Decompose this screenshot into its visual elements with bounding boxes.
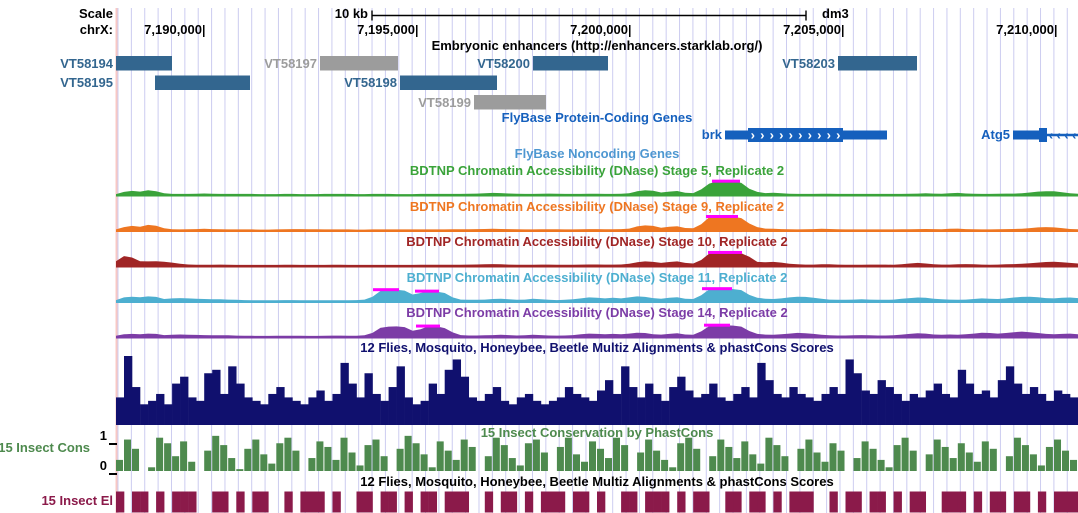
svg-text:‹: ‹ xyxy=(1064,128,1068,143)
clipped-peak-indicator xyxy=(708,250,742,254)
svg-text:‹: ‹ xyxy=(1056,128,1060,143)
track-signal-stage10[interactable] xyxy=(116,250,1078,268)
enhancer-VT58200[interactable] xyxy=(533,56,608,71)
svg-text:‹: ‹ xyxy=(1072,128,1076,143)
svg-text:‹: ‹ xyxy=(1049,128,1053,143)
svg-text:›: › xyxy=(779,128,783,143)
enhancer-VT58198[interactable] xyxy=(400,75,497,91)
ruler-tick xyxy=(203,25,205,37)
clipped-peak-indicator xyxy=(704,323,730,327)
track-signal-stage9[interactable] xyxy=(116,215,1078,232)
svg-text:›: › xyxy=(760,128,764,143)
enhancer-VT58197[interactable] xyxy=(320,56,398,71)
svg-text:›: › xyxy=(751,128,755,143)
track-signal-insect-elements[interactable] xyxy=(116,491,1078,513)
track-signal-stage11[interactable] xyxy=(116,287,1078,303)
clipped-peak-indicator xyxy=(416,324,440,328)
enhancer-VT58199[interactable] xyxy=(474,95,546,110)
gridlines xyxy=(115,8,1068,513)
svg-text:›: › xyxy=(789,128,793,143)
gene-brk[interactable]: › › › › › › › › › › xyxy=(725,128,887,143)
gene-Atg5[interactable]: ‹ ‹ ‹ ‹ xyxy=(1013,128,1078,143)
enhancer-VT58195[interactable] xyxy=(155,75,250,91)
track-signal-stage14[interactable] xyxy=(116,323,1078,339)
enhancer-VT58194[interactable] xyxy=(116,56,172,71)
enhancer-VT58203[interactable] xyxy=(838,56,917,71)
track-signal-multiz[interactable] xyxy=(116,356,1078,425)
svg-text:›: › xyxy=(798,128,802,143)
clipped-peak-indicator xyxy=(706,215,738,218)
clipped-peak-indicator xyxy=(702,287,732,291)
clipped-peak-indicator xyxy=(415,289,439,293)
scale-bar xyxy=(371,10,807,21)
ruler-tick xyxy=(416,25,418,37)
svg-text:›: › xyxy=(836,128,840,143)
clipped-peak-indicator xyxy=(373,288,399,292)
clipped-peak-indicator xyxy=(712,179,740,183)
svg-text:›: › xyxy=(770,128,774,143)
track-signal-stage5[interactable] xyxy=(116,179,1078,197)
axis-tick-1 xyxy=(109,443,117,445)
ruler-tick xyxy=(629,25,631,37)
svg-text:›: › xyxy=(827,128,831,143)
ruler-tick xyxy=(1055,25,1057,37)
svg-text:›: › xyxy=(808,128,812,143)
track-signal-conservation[interactable] xyxy=(116,435,1078,471)
svg-text:›: › xyxy=(817,128,821,143)
ruler-tick xyxy=(842,25,844,37)
axis-tick-0 xyxy=(109,473,117,475)
